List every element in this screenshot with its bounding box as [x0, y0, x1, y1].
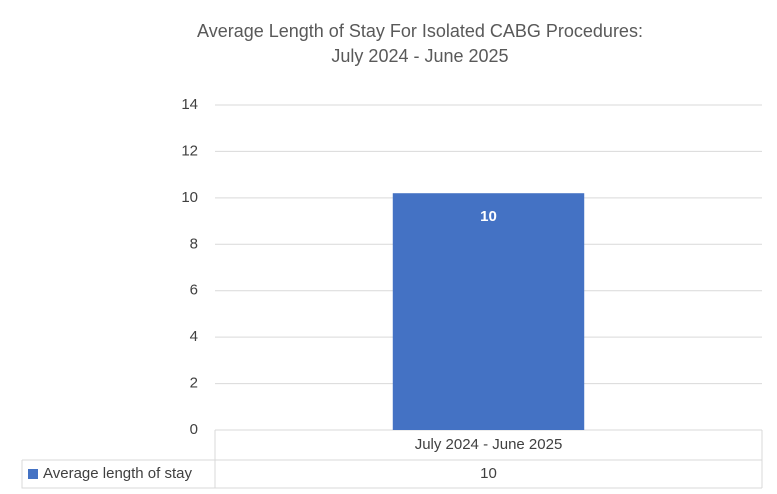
data-table-border — [21, 430, 763, 489]
data-label: 10 — [480, 208, 497, 225]
y-tick-label: 2 — [190, 375, 198, 392]
bar — [392, 193, 585, 430]
y-tick-label: 6 — [190, 282, 198, 299]
legend-swatch — [28, 469, 38, 479]
data-table-value: 10 — [480, 465, 497, 482]
y-tick-label: 14 — [181, 96, 198, 113]
legend-label: Average length of stay — [43, 465, 192, 482]
y-tick-label: 0 — [190, 421, 198, 438]
y-tick-label: 12 — [181, 142, 198, 159]
y-tick-label: 8 — [190, 235, 198, 252]
chart-subtitle: July 2024 - June 2025 — [331, 46, 508, 66]
y-tick-label: 10 — [181, 189, 198, 206]
x-tick-label: July 2024 - June 2025 — [415, 436, 563, 453]
y-tick-label: 4 — [190, 328, 198, 345]
chart-title: Average Length of Stay For Isolated CABG… — [197, 21, 643, 41]
